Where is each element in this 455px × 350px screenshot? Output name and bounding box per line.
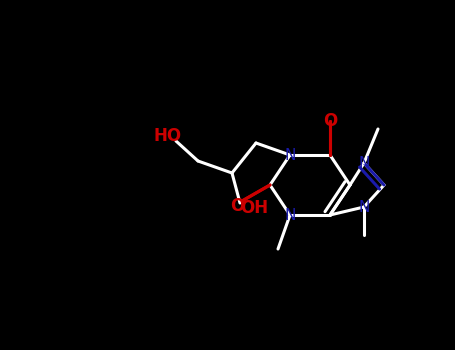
Text: N: N: [359, 199, 369, 215]
Text: O: O: [323, 112, 337, 130]
Text: N: N: [284, 147, 296, 162]
Text: N: N: [284, 208, 296, 223]
Text: N: N: [359, 155, 369, 170]
Text: O: O: [230, 197, 244, 215]
Text: OH: OH: [240, 199, 268, 217]
Text: HO: HO: [154, 127, 182, 145]
